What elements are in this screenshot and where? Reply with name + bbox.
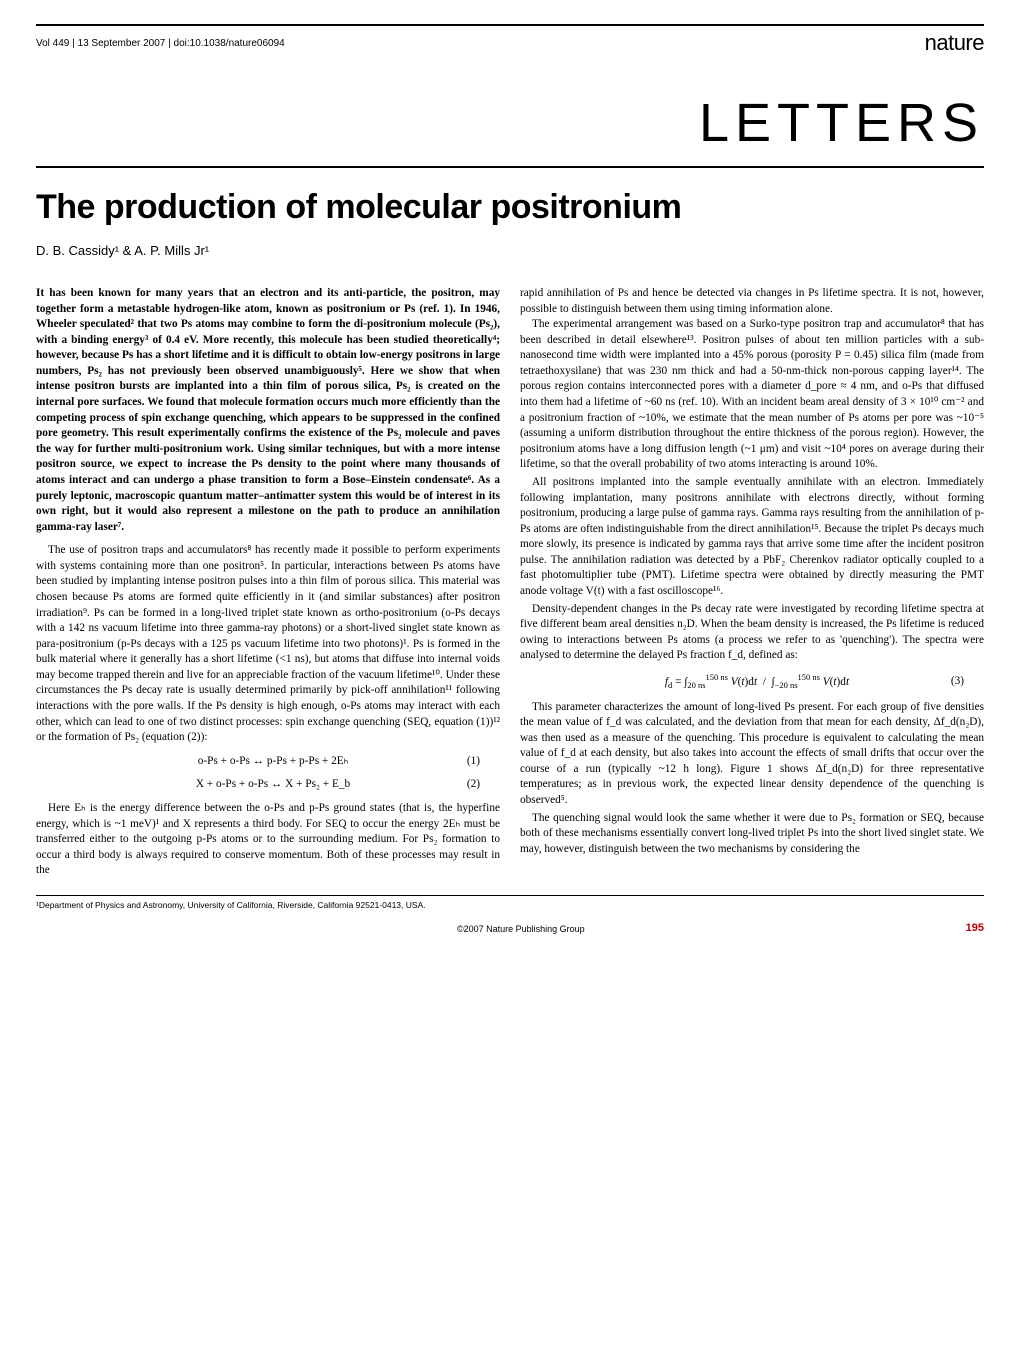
copyright: ©2007 Nature Publishing Group	[76, 924, 966, 934]
body-columns: It has been known for many years that an…	[36, 286, 984, 881]
header-row: Vol 449 | 13 September 2007 | doi:10.103…	[0, 26, 1020, 56]
right-p1: rapid annihilation of Ps and hence be de…	[520, 286, 984, 317]
equation-1: o-Ps + o-Ps ↔ p-Ps + p-Ps + 2Eₕ (1)	[96, 754, 480, 770]
left-column: It has been known for many years that an…	[36, 286, 500, 881]
right-p5: This parameter characterizes the amount …	[520, 700, 984, 809]
header-issue-info: Vol 449 | 13 September 2007 | doi:10.103…	[36, 38, 285, 49]
eq3-num: (3)	[934, 674, 964, 690]
right-column: rapid annihilation of Ps and hence be de…	[520, 286, 984, 881]
eq1-num: (1)	[450, 754, 480, 770]
authors: D. B. Cassidy¹ & A. P. Mills Jr¹	[36, 243, 984, 258]
page-number: 195	[966, 922, 984, 934]
equation-3: fd = ∫20 ns150 ns V(t)dt / ∫−20 ns150 ns…	[580, 672, 964, 692]
left-p1: The use of positron traps and accumulato…	[36, 543, 500, 746]
right-p2: The experimental arrangement was based o…	[520, 317, 984, 473]
bottom-row: ©2007 Nature Publishing Group 195	[36, 922, 984, 934]
affiliation: ¹Department of Physics and Astronomy, Un…	[36, 900, 984, 910]
eq2-body: X + o-Ps + o-Ps ↔ X + Ps₂ + E_b	[96, 777, 450, 793]
section-rule	[36, 166, 984, 168]
section-label: LETTERS	[36, 92, 984, 154]
eq2-num: (2)	[450, 777, 480, 793]
right-p3: All positrons implanted into the sample …	[520, 475, 984, 600]
eq3-body: fd = ∫20 ns150 ns V(t)dt / ∫−20 ns150 ns…	[580, 672, 934, 692]
journal-name: nature	[925, 30, 984, 56]
eq1-body: o-Ps + o-Ps ↔ p-Ps + p-Ps + 2Eₕ	[96, 754, 450, 770]
equation-2: X + o-Ps + o-Ps ↔ X + Ps₂ + E_b (2)	[96, 777, 480, 793]
right-p4: Density-dependent changes in the Ps deca…	[520, 602, 984, 664]
left-p2: Here Eₕ is the energy difference between…	[36, 801, 500, 879]
abstract: It has been known for many years that an…	[36, 286, 500, 535]
footer-rule	[36, 895, 984, 896]
article-title: The production of molecular positronium	[36, 188, 984, 227]
right-p6: The quenching signal would look the same…	[520, 811, 984, 858]
